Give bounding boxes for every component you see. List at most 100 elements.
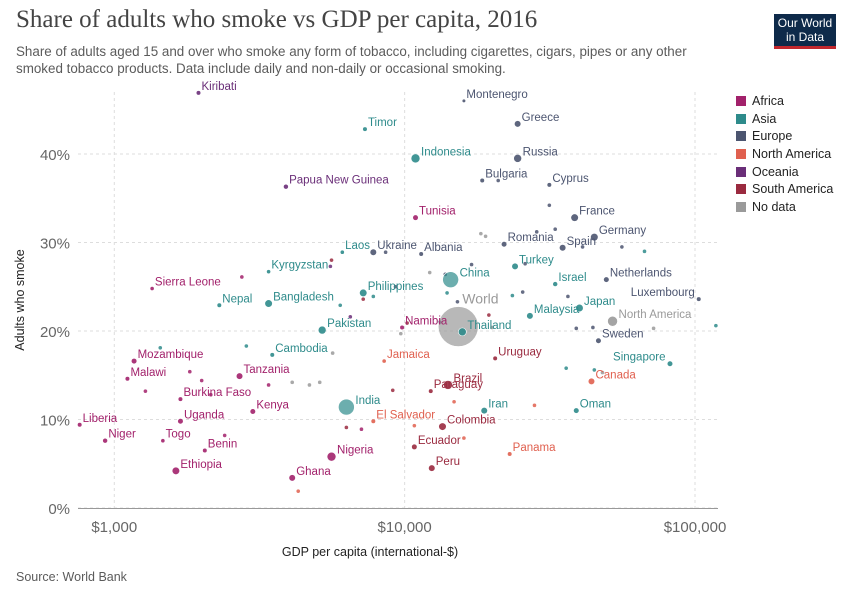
data-point [437, 306, 479, 347]
data-point [501, 241, 507, 247]
point-label: Luxembourg [631, 287, 695, 299]
data-point [526, 312, 533, 319]
data-point [438, 423, 446, 431]
data-point [289, 474, 296, 481]
legend-swatch [736, 131, 746, 142]
data-point [359, 289, 367, 297]
data-point [575, 304, 583, 312]
data-point [714, 323, 718, 328]
legend-label: Oceania [752, 164, 799, 179]
point-label: Philippines [368, 281, 424, 293]
legend-item[interactable]: Africa [736, 92, 833, 110]
data-point [507, 452, 512, 457]
owid-logo[interactable]: Our World in Data [774, 14, 836, 49]
data-point [462, 99, 466, 103]
data-point [573, 408, 579, 414]
data-point [428, 465, 435, 472]
legend-label: Europe [752, 129, 793, 144]
data-point [125, 376, 130, 381]
data-point [534, 230, 539, 234]
legend-label: Asia [752, 111, 777, 126]
point-label: Laos [345, 240, 370, 252]
legend-item[interactable]: South America [736, 180, 833, 198]
data-point [150, 286, 154, 291]
data-point [359, 427, 364, 432]
x-tick-label: $1,000 [91, 519, 137, 536]
data-point [588, 378, 595, 385]
legend-item[interactable]: No data [736, 198, 833, 216]
gridlines [78, 92, 718, 509]
data-point [158, 345, 163, 350]
data-point [250, 409, 256, 415]
data-point [187, 369, 192, 374]
legend-swatch [736, 184, 746, 195]
point-label: Pakistan [327, 318, 371, 330]
data-point [371, 419, 376, 424]
data-point [427, 270, 432, 275]
data-point [410, 153, 421, 164]
data-point [382, 359, 386, 363]
chart-title: Share of adults who smoke vs GDP per cap… [16, 6, 538, 33]
data-point [512, 263, 519, 270]
data-point [592, 368, 597, 372]
point-label: Indonesia [421, 146, 471, 158]
data-point [547, 182, 552, 187]
data-point [202, 448, 207, 453]
point-label: Togo [166, 429, 191, 441]
legend-item[interactable]: Asia [736, 110, 833, 128]
point-label: Tunisia [419, 206, 456, 218]
data-point [493, 356, 498, 361]
data-point [591, 325, 595, 330]
point-label: Mozambique [138, 349, 204, 361]
data-point [236, 373, 243, 380]
y-axis-title: Adults who smoke [13, 249, 27, 350]
data-point [600, 370, 605, 375]
legend-label: Africa [752, 93, 784, 108]
data-point [595, 338, 601, 344]
point-label: Papua New Guinea [289, 175, 389, 187]
data-point [199, 378, 204, 383]
point-label: Israel [558, 272, 586, 284]
data-point [328, 264, 333, 269]
legend-item[interactable]: Europe [736, 127, 833, 145]
legend-item[interactable]: North America [736, 145, 833, 163]
point-label: Thailand [467, 320, 511, 332]
data-point [143, 389, 148, 393]
data-point [329, 258, 334, 262]
point-label: Tanzania [244, 364, 291, 376]
data-point [209, 392, 213, 397]
point-label: Brazil [453, 373, 482, 385]
data-point [513, 154, 522, 163]
data-point [400, 325, 405, 330]
point-label: Sweden [602, 329, 644, 341]
data-point [330, 351, 335, 355]
data-point [340, 250, 345, 255]
point-label: Turkey [519, 254, 554, 266]
logo-line-1: Our World [777, 16, 833, 30]
point-label: Nigeria [337, 445, 374, 457]
data-point [196, 90, 201, 95]
logo-line-2: in Data [785, 30, 825, 44]
data-point [370, 249, 377, 256]
legend-swatch [736, 166, 746, 177]
data-point [399, 331, 403, 336]
point-label: Cyprus [552, 173, 589, 185]
legend-item[interactable]: Oceania [736, 163, 833, 181]
data-point [412, 423, 417, 428]
data-point [77, 422, 82, 427]
point-label: Timor [368, 117, 397, 129]
data-point [442, 271, 459, 288]
data-point [532, 403, 537, 408]
point-label: Canada [595, 369, 636, 381]
data-point [553, 281, 558, 287]
data-point [566, 294, 570, 299]
data-point [455, 299, 460, 304]
data-point [452, 399, 456, 404]
point-label: Malaysia [534, 304, 580, 316]
data-point [480, 178, 485, 183]
point-label: Kenya [256, 400, 289, 412]
data-point [642, 249, 647, 254]
point-label: Oman [580, 399, 611, 411]
point-label: Romania [508, 232, 555, 244]
